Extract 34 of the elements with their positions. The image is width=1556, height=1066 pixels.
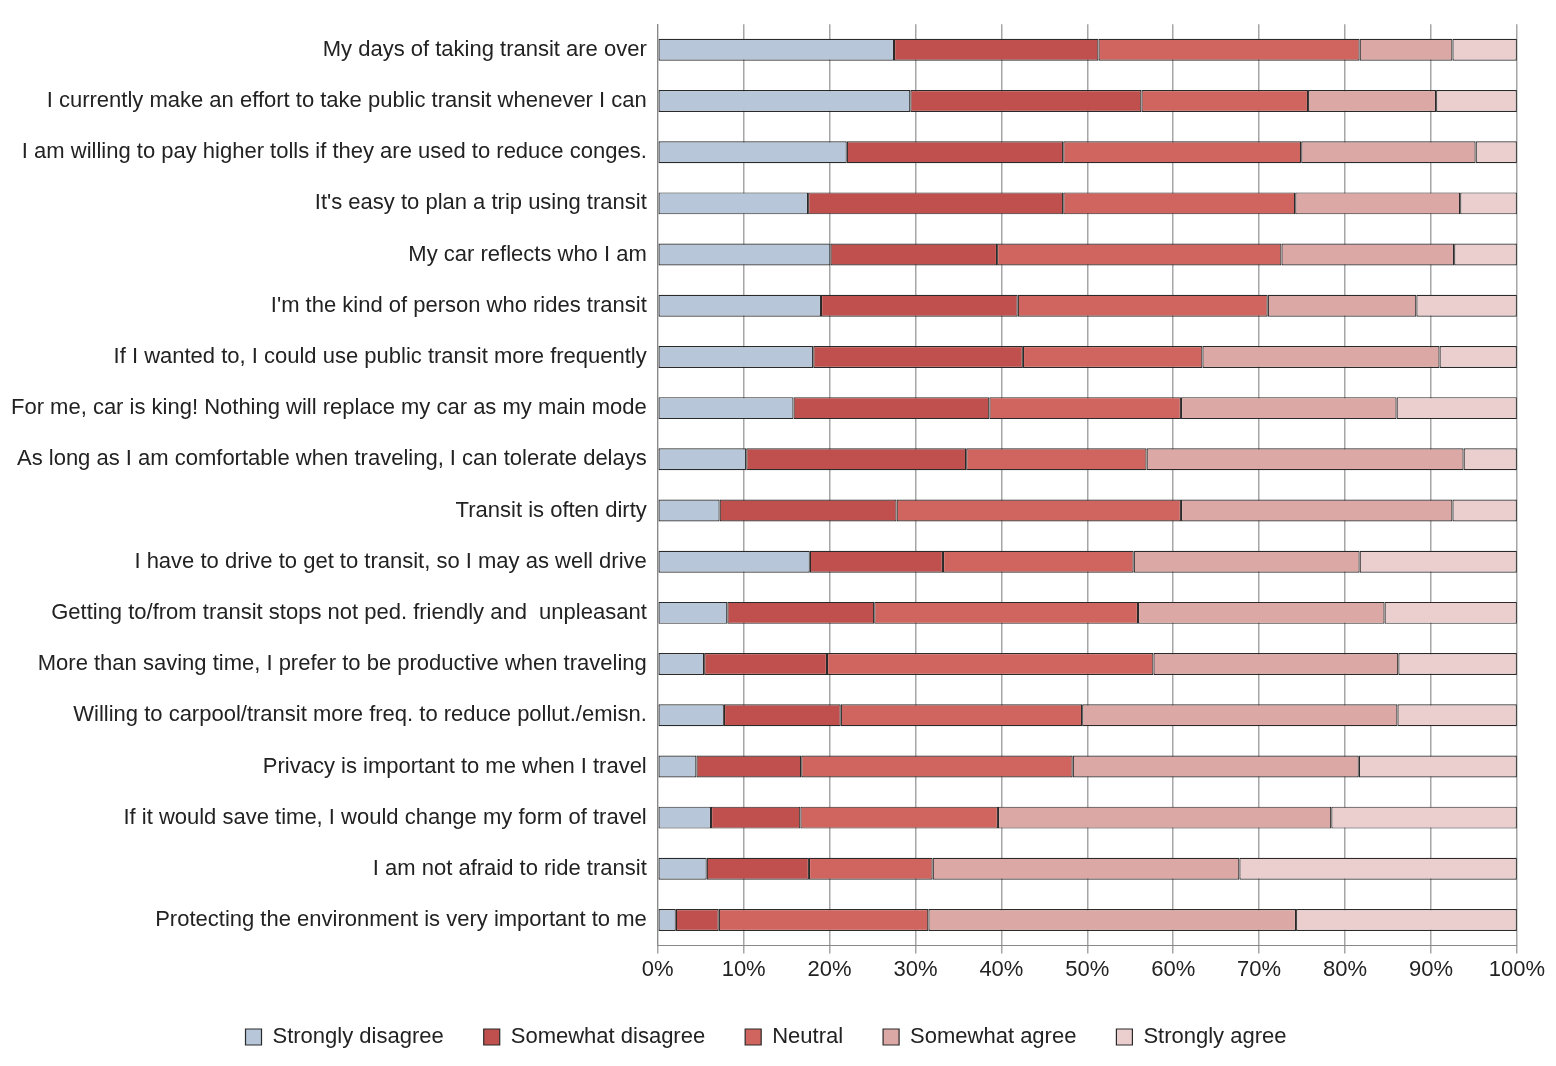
y-tick-label: Getting to/from transit stops not ped. friendly and unpleasant — [51, 598, 647, 624]
legend-label: Somewhat agree — [910, 1023, 1077, 1049]
legend-label: Neutral — [772, 1023, 844, 1049]
x-tick-label: 0% — [641, 955, 674, 981]
y-tick-label: I'm the kind of person who rides transit — [270, 291, 647, 317]
legend-label: Somewhat disagree — [510, 1023, 706, 1049]
y-tick-label: Privacy is important to me when I travel — [262, 752, 647, 778]
y-tick-label: I have to drive to get to transit, so I may as well drive — [134, 547, 647, 573]
y-tick-label: It's easy to plan a trip using transit — [314, 189, 647, 215]
y-tick-label: If I wanted to, I could use public transit more frequently — [113, 342, 647, 368]
y-tick-label: I am not afraid to ride transit — [372, 854, 647, 880]
y-tick-label: My car reflects who I am — [408, 240, 647, 266]
x-tick-label: 70% — [1237, 955, 1282, 981]
x-tick-label: 100% — [1488, 955, 1546, 981]
x-tick-label: 80% — [1323, 955, 1368, 981]
x-tick-label: 60% — [1151, 955, 1196, 981]
x-tick-label: 90% — [1408, 955, 1453, 981]
y-tick-label: I currently make an effort to take public transit whenever I can — [46, 87, 647, 113]
y-tick-label: For me, car is king! Nothing will replace my car as my main mode — [10, 394, 647, 420]
legend-label: Strongly agree — [1143, 1023, 1287, 1049]
x-tick-label: 40% — [979, 955, 1024, 981]
x-tick-label: 30% — [893, 955, 938, 981]
y-tick-label: If it would save time, I would change my form of travel — [123, 803, 647, 829]
y-tick-label: I am willing to pay higher tolls if they are used to reduce conges. — [21, 138, 647, 164]
y-tick-label: More than saving time, I prefer to be productive when traveling — [37, 650, 647, 676]
y-tick-label: Transit is often dirty — [455, 496, 647, 522]
legend-label: Strongly disagree — [272, 1023, 444, 1049]
y-tick-label: As long as I am comfortable when traveling, I can tolerate delays — [16, 445, 647, 471]
y-tick-label: Protecting the environment is very important to me — [155, 906, 647, 932]
x-tick-label: 50% — [1065, 955, 1110, 981]
x-tick-label: 10% — [721, 955, 766, 981]
x-tick-label: 20% — [807, 955, 852, 981]
y-tick-label: Willing to carpool/transit more freq. to reduce pollut./emisn. — [73, 701, 647, 727]
y-tick-label: My days of taking transit are over — [322, 35, 647, 61]
